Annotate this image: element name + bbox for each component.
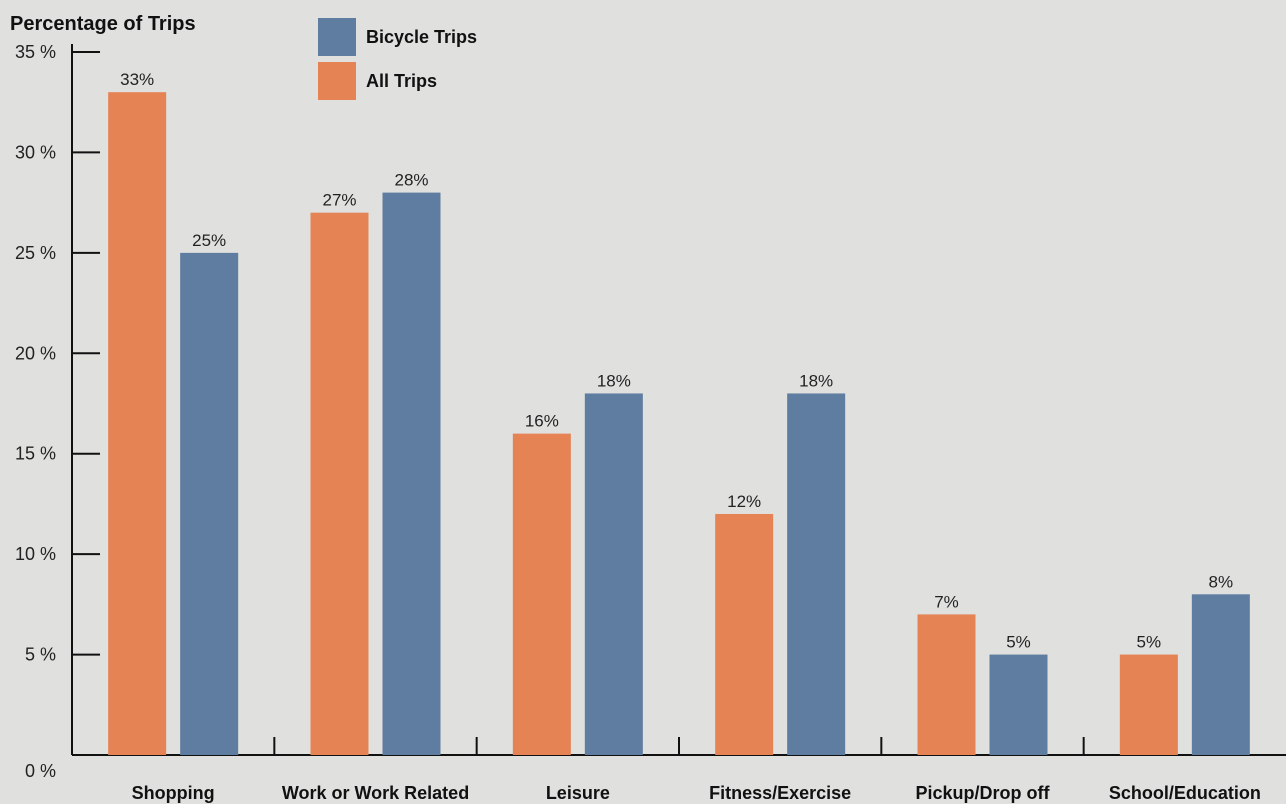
data-label: 18% — [597, 371, 631, 390]
labels: Shopping Work or Work Related Leisure Fitne… — [120, 70, 1261, 803]
bar — [989, 654, 1048, 755]
data-label: 25% — [192, 231, 226, 250]
bar — [512, 433, 571, 755]
data-label: 16% — [525, 412, 559, 431]
legend: Bicycle Trips All Trips — [318, 18, 477, 100]
bar — [1119, 654, 1178, 755]
data-label: 8% — [1209, 572, 1234, 591]
x-tick-label: Work or Work Related — [282, 783, 469, 803]
x-tick-label: Leisure — [546, 783, 610, 803]
data-label: 5% — [1006, 633, 1031, 652]
legend-label: Bicycle Trips — [366, 27, 477, 47]
y-tick-label: 30 % — [15, 142, 56, 162]
y-axis-title: Percentage of Trips — [10, 13, 196, 35]
y-tick-label: 15 % — [15, 444, 56, 464]
legend-label: All Trips — [366, 71, 437, 91]
legend-swatch — [318, 62, 356, 100]
data-label: 28% — [394, 171, 428, 190]
y-tick-label: 10 % — [15, 544, 56, 564]
y-tick-label: 25 % — [15, 243, 56, 263]
data-label: 12% — [727, 492, 761, 511]
y-tick-label: 35 % — [15, 42, 56, 62]
y-tick-label: 5 % — [25, 645, 56, 665]
bar — [180, 252, 239, 755]
bar — [310, 212, 369, 755]
bar — [917, 614, 976, 755]
data-label: 33% — [120, 70, 154, 89]
data-label: 7% — [934, 592, 959, 611]
legend-swatch — [318, 18, 356, 56]
bar — [108, 92, 167, 755]
bar — [382, 192, 441, 756]
data-label: 5% — [1137, 633, 1162, 652]
bars — [108, 92, 1250, 756]
bar — [1191, 594, 1250, 755]
x-tick-label: School/Education — [1109, 783, 1261, 803]
axes: 0 % 5 % 10 % 15 % 20 % 25 % 30 % 35 % — [15, 42, 1286, 781]
y-tick-label: 0 % — [25, 761, 56, 781]
y-tick-label: 20 % — [15, 343, 56, 363]
bar — [715, 513, 774, 755]
bar — [584, 393, 643, 755]
data-label: 27% — [322, 191, 356, 210]
x-tick-label: Shopping — [132, 783, 215, 803]
x-tick-label: Pickup/Drop off — [916, 783, 1051, 803]
x-tick-label: Fitness/Exercise — [709, 783, 851, 803]
bar — [787, 393, 846, 755]
data-label: 18% — [799, 371, 833, 390]
